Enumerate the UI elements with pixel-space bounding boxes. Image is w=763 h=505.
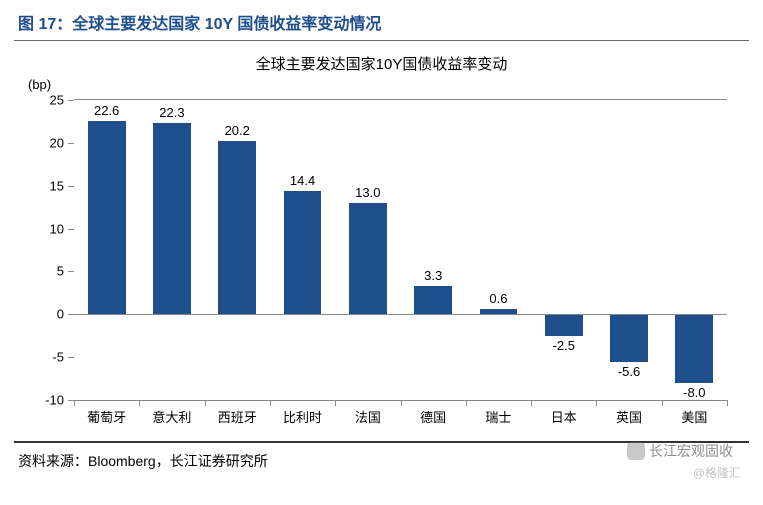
x-tick-label: 意大利	[152, 407, 191, 426]
x-tick-label: 英国	[616, 407, 642, 426]
bar-rect	[218, 141, 256, 314]
bar-rect	[284, 191, 322, 314]
x-tick-label: 法国	[355, 407, 381, 426]
figure-title: 图 17：全球主要发达国家 10Y 国债收益率变动情况	[0, 0, 763, 40]
y-tick-mark	[68, 357, 74, 358]
bar-slot: 22.6葡萄牙	[74, 100, 139, 400]
bar-value-label: -5.6	[618, 364, 640, 379]
x-tick-label: 瑞士	[485, 407, 511, 426]
y-tick-mark	[68, 271, 74, 272]
bar-value-label: 22.3	[159, 105, 184, 120]
x-tick-mark	[74, 400, 75, 406]
bar-value-label: 14.4	[290, 173, 315, 188]
bar-slot: -2.5日本	[531, 100, 596, 400]
x-tick-label: 美国	[681, 407, 707, 426]
bar-value-label: -2.5	[553, 338, 575, 353]
bar-value-label: -8.0	[683, 385, 705, 400]
bar-rect	[153, 123, 191, 314]
x-tick-mark	[139, 400, 140, 406]
x-tick-label: 葡萄牙	[87, 407, 126, 426]
bars-layer: 22.6葡萄牙22.3意大利20.2西班牙14.4比利时13.0法国3.3德国0…	[74, 100, 727, 400]
bar-value-label: 20.2	[225, 123, 250, 138]
bar-slot: 20.2西班牙	[205, 100, 270, 400]
x-tick-mark	[727, 400, 728, 406]
plot-area: 22.6葡萄牙22.3意大利20.2西班牙14.4比利时13.0法国3.3德国0…	[74, 99, 727, 401]
chart-title: 全球主要发达国家10Y国债收益率变动	[256, 53, 508, 74]
bar-rect	[610, 314, 648, 362]
bar-slot: 3.3德国	[401, 100, 466, 400]
bar-slot: 0.6瑞士	[466, 100, 531, 400]
watermark-primary-text: 长江宏观固收	[649, 441, 733, 461]
bar-value-label: 3.3	[424, 268, 442, 283]
wechat-icon	[627, 442, 645, 460]
y-tick-mark	[68, 143, 74, 144]
x-tick-mark	[531, 400, 532, 406]
bar-value-label: 22.6	[94, 103, 119, 118]
x-tick-mark	[596, 400, 597, 406]
bar-rect	[88, 121, 126, 315]
bar-rect	[414, 286, 452, 314]
chart-container: 全球主要发达国家10Y国债收益率变动 (bp) 22.6葡萄牙22.3意大利20…	[14, 41, 749, 441]
x-tick-mark	[205, 400, 206, 406]
zero-line	[74, 314, 727, 315]
x-tick-mark	[466, 400, 467, 406]
y-tick-label: 20	[50, 135, 64, 150]
y-tick-label: -5	[52, 350, 64, 365]
x-tick-mark	[401, 400, 402, 406]
bar-slot: -5.6英国	[596, 100, 661, 400]
y-tick-label: 25	[50, 93, 64, 108]
bar-slot: 14.4比利时	[270, 100, 335, 400]
x-tick-mark	[335, 400, 336, 406]
y-tick-label: -10	[45, 393, 64, 408]
y-tick-mark	[68, 186, 74, 187]
bar-rect	[349, 203, 387, 314]
y-tick-label: 0	[57, 307, 64, 322]
y-axis-unit: (bp)	[28, 77, 51, 92]
bar-value-label: 13.0	[355, 185, 380, 200]
bar-slot: -8.0美国	[662, 100, 727, 400]
y-tick-label: 10	[50, 221, 64, 236]
bar-rect	[675, 314, 713, 383]
bar-slot: 22.3意大利	[139, 100, 204, 400]
bar-rect	[545, 314, 583, 335]
x-tick-label: 西班牙	[218, 407, 257, 426]
x-tick-label: 比利时	[283, 407, 322, 426]
x-tick-label: 德国	[420, 407, 446, 426]
x-tick-label: 日本	[551, 407, 577, 426]
watermark-secondary: @格隆汇	[693, 464, 741, 481]
bar-value-label: 0.6	[489, 291, 507, 306]
watermark-primary: 长江宏观固收	[627, 441, 733, 461]
y-tick-label: 5	[57, 264, 64, 279]
y-tick-mark	[68, 229, 74, 230]
x-tick-mark	[270, 400, 271, 406]
bar-slot: 13.0法国	[335, 100, 400, 400]
x-tick-mark	[662, 400, 663, 406]
y-tick-label: 15	[50, 178, 64, 193]
y-tick-mark	[68, 100, 74, 101]
